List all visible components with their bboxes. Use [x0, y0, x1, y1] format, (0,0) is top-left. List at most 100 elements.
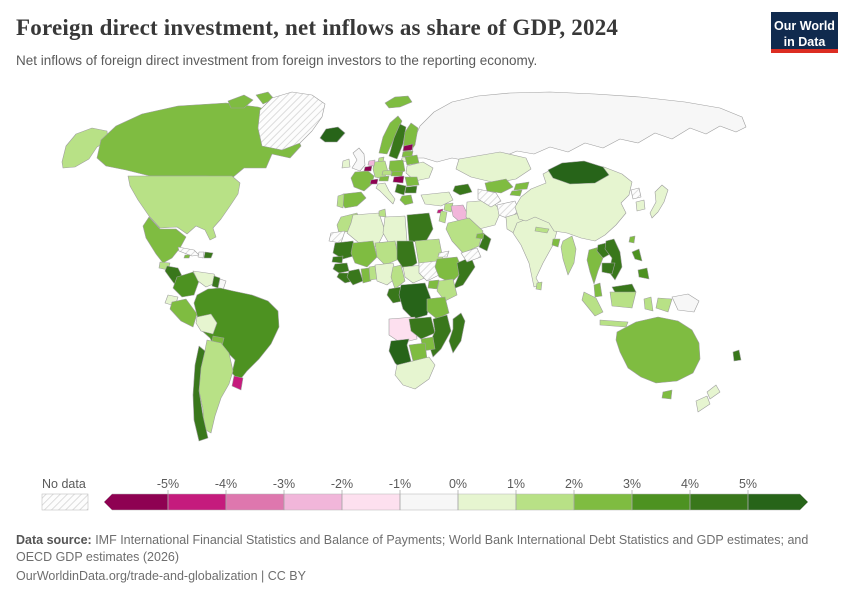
country-saudi-arabia[interactable]: [445, 217, 484, 254]
country-western-sahara[interactable]: [328, 230, 346, 244]
legend-no-data-swatch[interactable]: [41, 493, 89, 511]
country-france[interactable]: [350, 170, 375, 192]
legend-bin-3-4[interactable]: [631, 493, 691, 511]
country-indonesia-sumatra[interactable]: [581, 291, 604, 317]
legend-bin-2-3[interactable]: [573, 493, 633, 511]
country-mali[interactable]: [350, 240, 378, 268]
country-senegal[interactable]: [331, 255, 344, 264]
country-turkey[interactable]: [420, 191, 454, 207]
country-svalbard[interactable]: [384, 95, 413, 109]
country-ukraine[interactable]: [405, 161, 434, 182]
legend-bin-neg3-neg2[interactable]: [283, 493, 343, 511]
country-colombia[interactable]: [172, 271, 200, 298]
country-tasmania[interactable]: [661, 389, 673, 400]
country-serbia[interactable]: [394, 183, 407, 196]
country-new-caledonia[interactable]: [732, 349, 742, 362]
country-new-zealand-north[interactable]: [706, 384, 721, 400]
country-portugal[interactable]: [336, 193, 345, 209]
country-uzbekistan[interactable]: [484, 178, 514, 194]
country-bolivia[interactable]: [195, 313, 218, 335]
country-peru[interactable]: [169, 298, 198, 328]
country-india[interactable]: [512, 215, 558, 288]
country-ivory-coast[interactable]: [346, 268, 364, 286]
country-nepal[interactable]: [534, 226, 550, 234]
country-uganda[interactable]: [427, 279, 440, 290]
country-haiti[interactable]: [197, 251, 205, 259]
country-madagascar[interactable]: [448, 312, 466, 354]
owid-logo[interactable]: Our World in Data: [771, 12, 838, 53]
country-japan[interactable]: [649, 184, 669, 219]
country-niger[interactable]: [374, 240, 400, 266]
legend-bin-gt5[interactable]: [747, 493, 809, 511]
country-kenya[interactable]: [436, 278, 458, 302]
country-jordan-israel[interactable]: [438, 210, 448, 224]
country-kazakhstan[interactable]: [455, 151, 532, 184]
legend-bin-4-5[interactable]: [689, 493, 749, 511]
country-netherlands[interactable]: [367, 159, 376, 167]
country-ghana[interactable]: [360, 267, 372, 284]
country-slovakia[interactable]: [390, 170, 404, 177]
country-iceland[interactable]: [319, 126, 346, 143]
country-sri-lanka[interactable]: [535, 281, 543, 291]
country-vietnam[interactable]: [604, 238, 623, 281]
country-mongolia[interactable]: [547, 160, 610, 185]
country-papua-new-guinea[interactable]: [671, 293, 700, 313]
country-philippines-mindanao[interactable]: [637, 267, 650, 280]
country-greenland[interactable]: [257, 91, 326, 151]
country-indonesia-borneo[interactable]: [609, 291, 637, 309]
country-kyrgyzstan[interactable]: [513, 181, 530, 191]
country-dominican-republic[interactable]: [203, 251, 214, 259]
country-uae[interactable]: [475, 232, 485, 240]
country-north-korea[interactable]: [630, 187, 642, 200]
country-south-sudan[interactable]: [418, 260, 440, 282]
country-cambodia[interactable]: [601, 262, 616, 275]
country-new-zealand-south[interactable]: [695, 395, 711, 413]
legend-bin-1-2[interactable]: [515, 493, 575, 511]
country-yemen[interactable]: [460, 247, 482, 263]
country-italy[interactable]: [375, 182, 396, 205]
legend-bin-neg2-neg1[interactable]: [341, 493, 401, 511]
legend-bin-lt-neg5[interactable]: [103, 493, 169, 511]
country-egypt[interactable]: [406, 212, 434, 244]
country-switzerland[interactable]: [369, 178, 379, 185]
country-myanmar[interactable]: [560, 235, 577, 276]
country-china[interactable]: [514, 162, 633, 242]
country-chile[interactable]: [192, 345, 209, 442]
country-south-africa[interactable]: [394, 356, 436, 390]
country-bangladesh[interactable]: [551, 238, 561, 248]
country-jamaica[interactable]: [183, 254, 191, 259]
country-indonesia-papua[interactable]: [655, 297, 673, 313]
country-tunisia[interactable]: [378, 208, 387, 218]
country-guinea[interactable]: [332, 262, 350, 274]
legend-bin-neg1-0[interactable]: [399, 493, 459, 511]
owid-url-link[interactable]: OurWorldinData.org/trade-and-globalizati…: [16, 569, 258, 583]
country-united-states[interactable]: [127, 175, 241, 241]
country-australia[interactable]: [615, 316, 701, 384]
country-belgium[interactable]: [363, 165, 373, 172]
country-austria[interactable]: [378, 175, 390, 182]
country-gabon-congo[interactable]: [386, 286, 404, 304]
legend-bin-0-1[interactable]: [457, 493, 517, 511]
country-tajikistan[interactable]: [509, 189, 523, 197]
country-drc[interactable]: [398, 282, 432, 320]
country-greece[interactable]: [399, 194, 414, 206]
country-syria[interactable]: [443, 202, 454, 213]
country-bulgaria[interactable]: [404, 185, 418, 194]
country-taiwan[interactable]: [628, 235, 636, 244]
country-azerbaijan[interactable]: [452, 183, 473, 196]
country-cameroon[interactable]: [390, 264, 406, 290]
country-zambia[interactable]: [408, 316, 436, 340]
country-indonesia-sulawesi[interactable]: [643, 296, 654, 312]
country-russia[interactable]: [411, 91, 747, 163]
country-romania[interactable]: [404, 176, 420, 187]
country-indonesia-java[interactable]: [599, 319, 629, 328]
country-norway[interactable]: [378, 115, 403, 155]
country-malaysia[interactable]: [593, 282, 603, 298]
country-eritrea[interactable]: [437, 250, 450, 258]
legend-bin-neg4-neg3[interactable]: [225, 493, 285, 511]
country-estonia[interactable]: [402, 143, 414, 152]
country-philippines[interactable]: [631, 248, 643, 262]
country-mauritania[interactable]: [332, 240, 358, 260]
country-hungary[interactable]: [392, 175, 405, 184]
country-nigeria[interactable]: [374, 262, 398, 286]
